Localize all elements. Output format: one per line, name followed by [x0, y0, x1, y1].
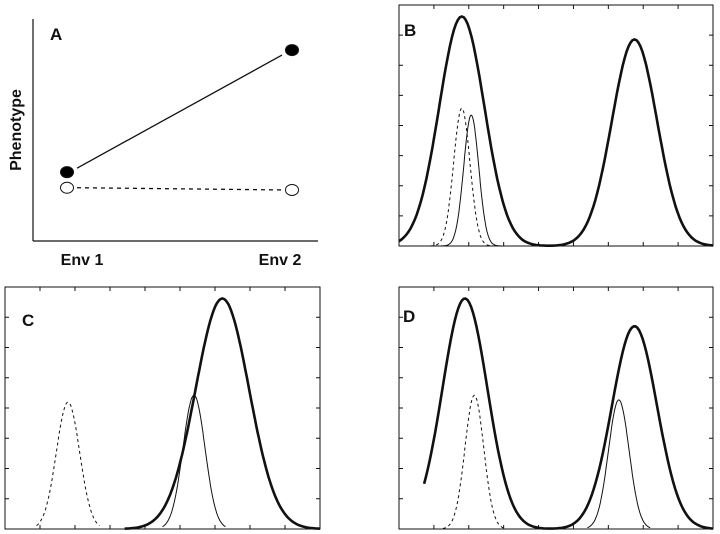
- panel-b-thin-curve: [439, 114, 503, 247]
- panel-a-x-tick-2: Env 2: [259, 252, 302, 269]
- panel-b: B: [398, 4, 714, 247]
- panel-d-frame: [398, 286, 714, 530]
- panel-a-series-1-line: [76, 54, 283, 169]
- panel-c-dashed-curve: [36, 401, 100, 527]
- panel-c-label: C: [22, 311, 34, 330]
- panel-b-frame: [398, 4, 714, 247]
- panel-c-ticks: [5, 287, 320, 529]
- panel-a-series-2-point-1: [60, 181, 74, 194]
- panel-b-dashed-curve: [430, 107, 494, 247]
- panel-c-thick-curve: [124, 297, 321, 530]
- panel-c: C: [4, 286, 321, 530]
- panel-d-thin-curve: [587, 399, 651, 529]
- panel-b-curves: [398, 15, 714, 247]
- panel-d-label: D: [403, 307, 415, 326]
- panel-d-ticks: [399, 287, 713, 529]
- panel-a: A Phenotype Env 1 Env 2: [8, 19, 318, 269]
- panel-a-series-1-point-1: [60, 166, 74, 179]
- panel-d-dashed-curve: [442, 394, 506, 529]
- panel-a-x-tick-1: Env 1: [61, 252, 104, 269]
- panel-b-thick-curve: [398, 15, 714, 247]
- panel-d: D: [398, 286, 714, 530]
- panel-a-series-1-point-2: [285, 44, 299, 57]
- panel-a-marks: [60, 44, 299, 196]
- panel-a-series-2-point-2: [285, 183, 299, 196]
- panel-c-curves: [36, 297, 321, 530]
- panel-a-label: A: [50, 25, 62, 44]
- panel-c-thin-curve: [162, 394, 226, 528]
- panel-b-label: B: [404, 21, 416, 40]
- panel-d-thick-curve: [422, 297, 714, 530]
- panel-a-series-2-line: [76, 187, 283, 191]
- panel-d-curves: [422, 297, 714, 530]
- panel-a-y-label: Phenotype: [8, 89, 25, 171]
- panel-b-ticks: [399, 5, 713, 246]
